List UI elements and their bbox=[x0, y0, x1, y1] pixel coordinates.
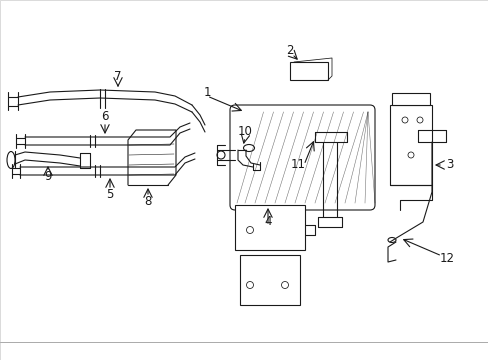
Text: 11: 11 bbox=[290, 158, 305, 171]
Bar bbox=[391, 93, 429, 105]
Bar bbox=[240, 255, 299, 305]
Bar bbox=[389, 105, 431, 185]
Text: 6: 6 bbox=[101, 111, 108, 123]
Text: 7: 7 bbox=[114, 71, 122, 84]
Text: 12: 12 bbox=[439, 252, 453, 265]
FancyBboxPatch shape bbox=[229, 105, 374, 210]
Text: 3: 3 bbox=[446, 158, 453, 171]
Text: 2: 2 bbox=[285, 44, 293, 57]
Text: 8: 8 bbox=[144, 195, 151, 208]
Text: 9: 9 bbox=[44, 171, 52, 184]
Ellipse shape bbox=[243, 144, 254, 152]
Text: 5: 5 bbox=[106, 189, 113, 202]
Text: 10: 10 bbox=[237, 126, 252, 139]
Bar bbox=[289, 62, 327, 80]
Bar bbox=[235, 205, 305, 250]
Ellipse shape bbox=[7, 152, 15, 168]
Text: 4: 4 bbox=[264, 216, 271, 229]
Ellipse shape bbox=[387, 238, 395, 243]
Text: 1: 1 bbox=[203, 85, 210, 99]
